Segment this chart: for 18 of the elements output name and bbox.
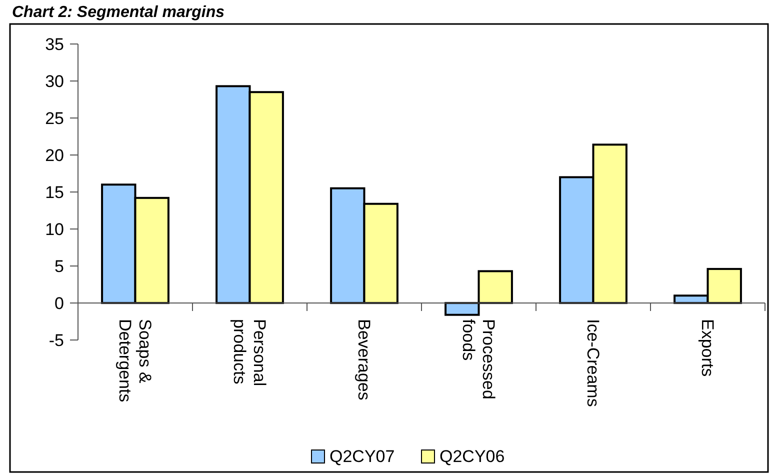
y-tick-label: 35 xyxy=(45,34,64,54)
x-tick-label: Soaps & Detergents xyxy=(115,319,154,402)
x-tick-label: Processed foods xyxy=(458,319,498,400)
legend-label: Q2CY07 xyxy=(330,447,395,466)
y-tick-label: 25 xyxy=(45,108,64,128)
x-tick-label: Exports xyxy=(698,319,717,377)
chart-title: Chart 2: Segmental margins xyxy=(12,4,225,21)
y-tick-label: -5 xyxy=(48,330,64,350)
x-tick-label: Personal products xyxy=(230,319,269,386)
y-tick-label: 0 xyxy=(54,294,64,313)
y-tick-label: 30 xyxy=(45,72,64,91)
y-tick-label: 20 xyxy=(45,146,64,165)
x-tick-label: Beverages xyxy=(354,319,374,400)
y-tick-label: 15 xyxy=(45,182,64,202)
legend-label: Q2CY06 xyxy=(440,447,505,466)
y-tick-label: 10 xyxy=(45,220,64,239)
x-tick-label: Ice-Creams xyxy=(583,319,602,407)
y-tick-label: 5 xyxy=(54,256,64,276)
